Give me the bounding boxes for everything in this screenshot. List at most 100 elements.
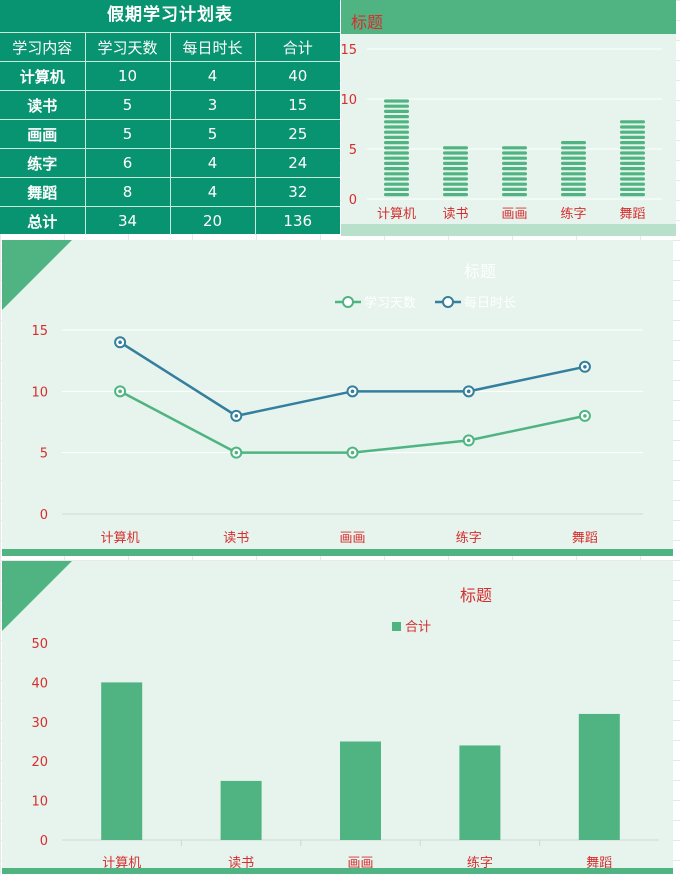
- data-point-center: [583, 414, 587, 418]
- x-category-label: 舞蹈: [619, 207, 645, 222]
- table-cell[interactable]: 32: [255, 177, 340, 207]
- bar-segment: [620, 130, 645, 134]
- x-category-label: 计算机: [377, 207, 416, 222]
- chart-header-band: [341, 0, 676, 34]
- bar-segment: [443, 167, 468, 171]
- header-cell[interactable]: 学习内容: [0, 32, 86, 62]
- bar-segment: [443, 146, 468, 150]
- bar: [101, 682, 143, 840]
- bar-segment: [620, 156, 645, 160]
- bar-segment: [502, 161, 527, 165]
- chart-title[interactable]: 标题: [351, 13, 384, 32]
- days-bar-chart[interactable]: 标题 0 5 10 15 计算机 读书 画画 练字 舞蹈: [341, 0, 676, 236]
- bar-segment: [620, 161, 645, 165]
- table-cell[interactable]: 读书: [0, 90, 86, 120]
- x-category-label: 练字: [560, 207, 586, 222]
- bar-segment: [384, 172, 409, 176]
- y-tick-label: 30: [31, 716, 48, 731]
- y-tick-label: 15: [31, 324, 48, 339]
- bar-segment: [384, 141, 409, 145]
- table-cell[interactable]: 15: [255, 90, 340, 120]
- bar-segment: [620, 151, 645, 155]
- series-line: [119, 341, 586, 418]
- table-cell[interactable]: 20: [170, 206, 256, 235]
- data-point-center: [234, 414, 239, 418]
- x-category-label: 读书: [442, 207, 468, 222]
- table-cell[interactable]: 3: [170, 90, 256, 120]
- bar-segment: [561, 156, 586, 160]
- bar-segment: [502, 177, 527, 181]
- table-cell[interactable]: 计算机: [0, 61, 86, 91]
- y-tick-label: 50: [31, 637, 48, 652]
- chart-title[interactable]: 标题: [459, 586, 492, 605]
- table-cell[interactable]: 画画: [0, 119, 86, 149]
- line-chart[interactable]: 标题 0 5 10 15 计算机 读书 画画 练字 舞蹈 学习天数 每日时长: [2, 240, 673, 556]
- x-category-label: 读书: [223, 531, 249, 546]
- table-cell[interactable]: 4: [170, 148, 256, 178]
- table-header-row: 学习内容 学习天数 每日时长 合计: [0, 32, 340, 62]
- legend-label: 合计: [405, 620, 431, 635]
- table-cell[interactable]: 8: [85, 177, 171, 207]
- bar-segment: [443, 161, 468, 165]
- table-cell[interactable]: 5: [85, 119, 171, 149]
- table-cell[interactable]: 25: [255, 119, 340, 149]
- table-title: 假期学习计划表: [107, 5, 233, 25]
- table-total-row: 总计 34 20 136: [0, 206, 340, 235]
- bar-column: [384, 99, 409, 197]
- bar: [578, 713, 620, 840]
- bar-segment: [384, 146, 409, 150]
- bar-segment: [384, 115, 409, 119]
- table-cell[interactable]: 5: [170, 119, 256, 149]
- bar-column: [620, 120, 645, 197]
- header-cell[interactable]: 学习天数: [85, 32, 171, 62]
- chart-title[interactable]: 标题: [463, 262, 496, 281]
- table-cell[interactable]: 练字: [0, 148, 86, 178]
- x-category-label: 画画: [339, 531, 365, 546]
- y-tick-label: 40: [31, 676, 48, 691]
- table-cell[interactable]: 10: [85, 61, 171, 91]
- bar: [340, 741, 381, 840]
- bar-segment: [502, 146, 527, 150]
- x-category-label: 练字: [467, 856, 493, 868]
- table-cell[interactable]: 5: [85, 90, 171, 120]
- y-tick-label: 0: [40, 508, 48, 523]
- bar-column: [561, 141, 586, 197]
- table-cell[interactable]: 舞蹈: [0, 177, 86, 207]
- table-cell[interactable]: 40: [255, 61, 340, 91]
- bar-segment: [502, 151, 527, 155]
- bar-segment: [384, 104, 409, 108]
- bar-segment: [561, 141, 586, 145]
- table-row: 练字 6 4 24: [0, 148, 340, 178]
- data-point-center: [466, 389, 471, 394]
- table-cell[interactable]: 136: [255, 206, 340, 235]
- bar-segment: [443, 156, 468, 160]
- bar-segment: [561, 172, 586, 176]
- bar-segment: [620, 193, 645, 197]
- bar-segment: [620, 187, 645, 191]
- bar-segment: [384, 99, 409, 103]
- total-bar-chart[interactable]: 标题 0 10 20 30 40 50 计算机 读书 画画 练字 舞蹈 合计: [2, 561, 673, 874]
- days-bar-plot: 0 5 10 15 计算机 读书 画画 练字 舞蹈: [341, 43, 662, 222]
- table-cell[interactable]: 4: [170, 177, 256, 207]
- table-cell[interactable]: 24: [255, 148, 340, 178]
- table-row: 读书 5 3 15: [0, 90, 340, 120]
- header-cell[interactable]: 每日时长: [170, 32, 256, 62]
- table-cell[interactable]: 6: [85, 148, 171, 178]
- table-cell[interactable]: 34: [85, 206, 171, 235]
- legend-marker: [442, 296, 454, 308]
- table-row: 舞蹈 8 4 32: [0, 177, 340, 207]
- line-plot: 0 5 10 15 计算机 读书 画画 练字 舞蹈 学习天数 每日时长: [31, 295, 643, 546]
- y-tick-label: 0: [40, 834, 48, 849]
- bar-segment: [384, 182, 409, 186]
- bar-segment: [443, 187, 468, 191]
- y-tick-label: 10: [341, 93, 357, 108]
- bar-segment: [384, 177, 409, 181]
- bar-segment: [384, 135, 409, 139]
- table-cell[interactable]: 总计: [0, 206, 86, 235]
- x-category-label: 画画: [347, 856, 373, 868]
- header-cell[interactable]: 合计: [255, 32, 340, 62]
- legend-label: 每日时长: [464, 295, 516, 311]
- bar-segment: [561, 167, 586, 171]
- table-cell[interactable]: 4: [170, 61, 256, 91]
- series-line: [119, 390, 586, 454]
